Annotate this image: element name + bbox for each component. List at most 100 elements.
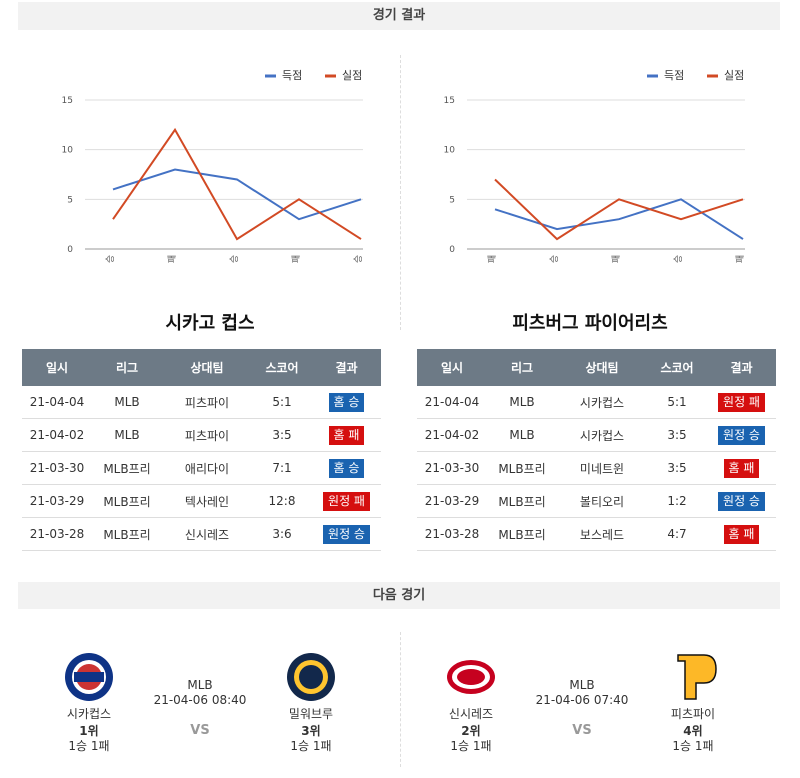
table-cell: 3:5 [272, 428, 292, 442]
results-table: 일시 리그 상대팀 스코어 결과 21-04-04 MLB 시카컵스 5:1 원정 패 21-04-… [417, 349, 776, 551]
divider [400, 632, 401, 767]
team-title: 피츠버그 파이어리츠 [512, 313, 668, 334]
y-tick-label: 5 [67, 195, 73, 205]
team-name: 시카컵스 [66, 707, 112, 721]
table-cell: 미네트윈 [579, 461, 625, 476]
table-row: 21-03-30 MLB프리 미네트윈 3:5 홈 패 [417, 452, 776, 485]
column-header: 스코어 [265, 361, 299, 375]
table-cell: MLB프리 [103, 527, 151, 542]
team-name: 밀워브루 [288, 707, 334, 721]
table-row: 21-03-29 MLB프리 볼티오리 1:2 원정 승 [417, 485, 776, 518]
table-cell: 홈 패 [707, 458, 776, 478]
table-cell: MLB [509, 395, 535, 409]
series-line [112, 127, 362, 241]
x-tick-label: 승 [549, 255, 560, 263]
table-cell: MLB [509, 428, 535, 442]
table-row: 21-04-02 MLB 피츠파이 3:5 홈 패 [22, 419, 381, 452]
team-info: 피츠파이 4위 1승 1패 [623, 707, 763, 754]
league: MLB [187, 678, 213, 692]
table-cell: 5:1 [272, 395, 292, 409]
legend-label: 득점 [282, 69, 302, 82]
team-info: 시카컵스 1위 1승 1패 [19, 707, 159, 754]
legend-label: 실점 [724, 69, 744, 82]
table-header: 일시 리그 상대팀 스코어 결과 [417, 349, 776, 386]
table-cell: MLB [114, 395, 140, 409]
table-cell: 21-04-02 [29, 428, 85, 442]
x-tick-label: 패 [167, 255, 178, 263]
table-cell: 홈 승 [312, 458, 381, 478]
series-line [494, 198, 744, 240]
table-cell: 1:2 [667, 494, 687, 508]
team-logo [677, 654, 717, 700]
chart: 0 5 10 15 승 패 승 패 승 득점 실점 [62, 69, 364, 263]
result-badge: 원정 승 [323, 524, 370, 544]
x-tick-label: 승 [673, 255, 684, 263]
table-cell: 시카컵스 [579, 395, 625, 410]
table-cell: MLB프리 [498, 494, 546, 509]
team-rank: 2위 [461, 724, 481, 738]
table-cell: MLB프리 [103, 494, 151, 509]
table-cell: 보스레드 [579, 527, 625, 542]
x-tick-label: 승 [105, 255, 116, 263]
league: MLB [569, 678, 595, 692]
table-cell: 원정 패 [312, 491, 381, 511]
team-title: 시카고 컵스 [165, 313, 255, 334]
table-row: 21-03-29 MLB프리 텍사레인 12:8 원정 패 [22, 485, 381, 518]
result-badge: 홈 패 [723, 458, 760, 478]
result-badge: 홈 패 [723, 524, 760, 544]
table-row: 21-03-30 MLB프리 애리다이 7:1 홈 승 [22, 452, 381, 485]
result-badge: 홈 승 [328, 458, 365, 478]
table-cell: 시카컵스 [579, 428, 625, 443]
table-row: 21-03-28 MLB프리 신시레즈 3:6 원정 승 [22, 518, 381, 551]
chart: 0 5 10 15 패 승 패 승 패 득점 실점 [444, 69, 746, 263]
divider [400, 55, 401, 330]
logos [65, 653, 717, 701]
column-header: 상대팀 [585, 361, 619, 375]
team-logo [65, 653, 113, 701]
x-tick-label: 패 [291, 255, 302, 263]
result-badge: 원정 패 [718, 392, 765, 412]
table-cell: 21-03-29 [29, 494, 85, 508]
x-tick-label: 패 [487, 255, 498, 263]
team-rank: 4위 [683, 724, 703, 738]
x-tick-label: 승 [353, 255, 364, 263]
y-tick-label: 10 [62, 146, 74, 156]
table-row: 21-04-04 MLB 피츠파이 5:1 홈 승 [22, 386, 381, 419]
results-table: 일시 리그 상대팀 스코어 결과 21-04-04 MLB 피츠파이 5:1 홈 승 21-04-0… [22, 349, 381, 551]
result-badge: 원정 승 [718, 491, 765, 511]
result-badge: 홈 패 [328, 425, 365, 445]
table-row: 21-03-28 MLB프리 보스레드 4:7 홈 패 [417, 518, 776, 551]
table-cell: 텍사레인 [184, 494, 230, 509]
table-cell: 홈 패 [707, 524, 776, 544]
table-cell: 21-03-28 [29, 527, 85, 541]
vs-label: VS [190, 723, 210, 738]
team-logo [287, 653, 335, 701]
y-tick-label: 15 [62, 96, 73, 106]
table-cell: 4:7 [667, 527, 687, 541]
table-cell: 21-03-28 [424, 527, 480, 541]
series-line [494, 178, 744, 241]
table-cell: 3:5 [667, 461, 687, 475]
series-line [112, 168, 362, 221]
table-cell: 3:5 [667, 428, 687, 442]
table-cell: MLB프리 [498, 461, 546, 476]
team-record: 1승 1패 [290, 739, 332, 753]
team-rank: 3위 [301, 724, 321, 738]
column-header: 일시 [45, 361, 69, 375]
table-cell: 원정 승 [312, 524, 381, 544]
column-header: 리그 [510, 361, 534, 375]
table-cell: 원정 승 [707, 491, 776, 511]
table-cell: 21-04-02 [424, 428, 480, 442]
datetime: 21-04-06 07:40 [535, 693, 629, 707]
table-cell: 원정 패 [707, 392, 776, 412]
team-record: 1승 1패 [450, 739, 492, 753]
team-record: 1승 1패 [672, 739, 714, 753]
table-cell: 홈 패 [312, 425, 381, 445]
team-info: 밀워브루 3위 1승 1패 [241, 707, 381, 754]
table-cell: 홈 승 [312, 392, 381, 412]
y-tick-label: 0 [449, 245, 455, 255]
legend-label: 실점 [342, 69, 362, 82]
team-name: 피츠파이 [670, 707, 716, 721]
match-info: MLB 21-04-06 08:40 VS [130, 678, 270, 738]
